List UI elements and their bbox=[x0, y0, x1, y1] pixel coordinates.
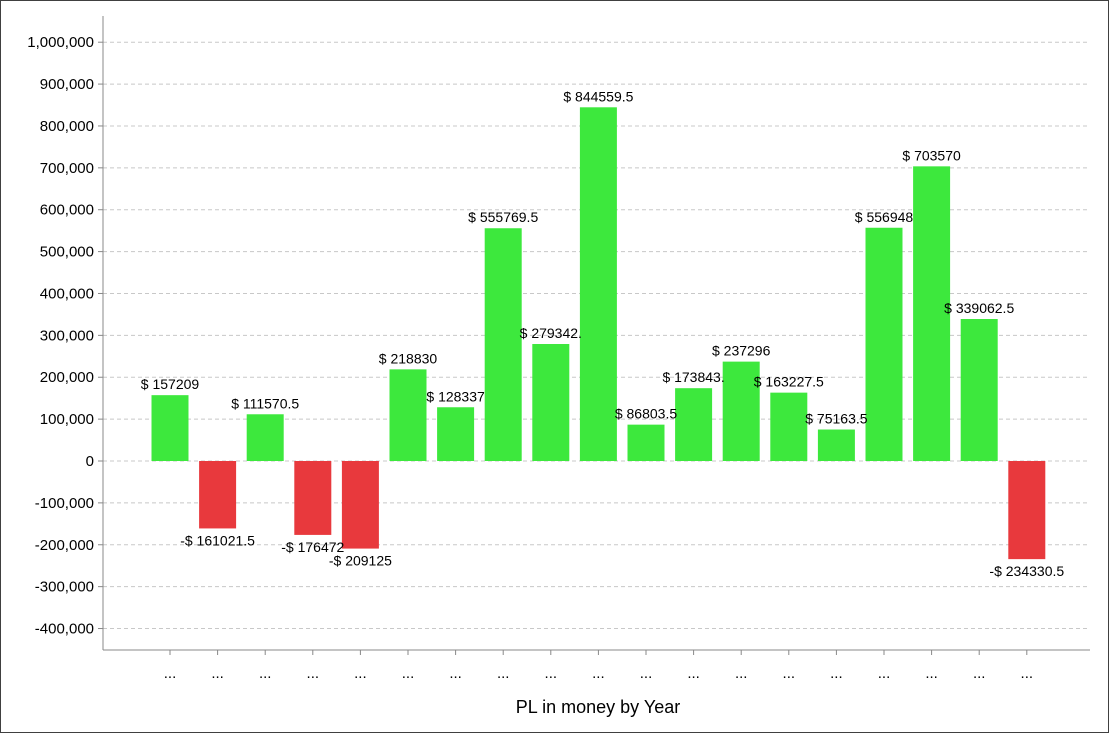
y-tick-label: 100,000 bbox=[40, 411, 94, 428]
x-tick-label: ... bbox=[973, 665, 986, 682]
bar-data-label: $ 555769.5 bbox=[468, 209, 538, 225]
bar[interactable] bbox=[484, 228, 522, 461]
y-tick-label: 300,000 bbox=[40, 327, 94, 344]
y-tick-label: -300,000 bbox=[35, 579, 94, 596]
bar-data-label: $ 128337 bbox=[426, 388, 485, 404]
bar[interactable] bbox=[579, 107, 617, 461]
x-axis-title: PL in money by Year bbox=[516, 697, 680, 717]
bars bbox=[151, 107, 1046, 560]
x-tick-label: ... bbox=[878, 665, 891, 682]
bar-data-label: $ 218830 bbox=[379, 350, 438, 366]
bar[interactable] bbox=[770, 392, 808, 461]
x-tick-label: ... bbox=[1021, 665, 1034, 682]
bar[interactable] bbox=[294, 461, 332, 535]
bar-data-label: $ 163227.5 bbox=[754, 374, 824, 390]
bar[interactable] bbox=[532, 344, 570, 461]
x-tick-label: ... bbox=[640, 665, 653, 682]
x-tick-label: ... bbox=[735, 665, 748, 682]
x-tick-label: ... bbox=[259, 665, 272, 682]
x-tick-label: ... bbox=[164, 665, 177, 682]
bar-data-label: $ 237296 bbox=[712, 343, 771, 359]
axes bbox=[102, 16, 1090, 651]
y-axis-tick-labels: -400,000 -300,000 -200,000 -100,000 0 100,000… bbox=[27, 34, 94, 637]
bar-data-label: $ 111570.5 bbox=[231, 395, 299, 411]
x-tick-label: ... bbox=[830, 665, 843, 682]
y-tick-label: -100,000 bbox=[35, 495, 94, 512]
y-tick-label: 600,000 bbox=[40, 202, 94, 219]
bar[interactable] bbox=[151, 395, 189, 461]
x-tick-label: ... bbox=[354, 665, 367, 682]
bar[interactable] bbox=[1008, 461, 1046, 560]
bar[interactable] bbox=[865, 227, 903, 461]
x-tick-label: ... bbox=[545, 665, 558, 682]
x-tick-label: ... bbox=[687, 665, 700, 682]
x-tick-label: ... bbox=[925, 665, 938, 682]
x-tick-label: ... bbox=[307, 665, 320, 682]
bar[interactable] bbox=[341, 461, 379, 549]
bar-data-label: $ 75163.5 bbox=[805, 411, 867, 427]
x-axis-tick-labels: ........................................… bbox=[164, 650, 1033, 682]
x-tick-label: ... bbox=[449, 665, 462, 682]
bar-data-label: $ 844559.5 bbox=[563, 88, 633, 104]
bar-data-label: $ 339062.5 bbox=[944, 300, 1014, 316]
y-tick-label: -400,000 bbox=[35, 621, 94, 638]
y-tick-label: -200,000 bbox=[35, 537, 94, 554]
bar-data-label: -$ 234330.5 bbox=[989, 563, 1064, 579]
bar-data-label: $ 86803.5 bbox=[615, 406, 677, 422]
y-tick-label: 200,000 bbox=[40, 369, 94, 386]
bar[interactable] bbox=[960, 319, 998, 461]
bar-data-label: $ 703570 bbox=[902, 147, 961, 163]
bar-data-label: $ 279342. bbox=[520, 325, 582, 341]
y-tick-label: 800,000 bbox=[40, 118, 94, 135]
bar[interactable] bbox=[199, 461, 237, 529]
bar-data-label: -$ 209125 bbox=[329, 553, 392, 569]
bar[interactable] bbox=[675, 388, 713, 461]
x-tick-label: ... bbox=[211, 665, 224, 682]
y-tick-label: 900,000 bbox=[40, 76, 94, 93]
x-tick-label: ... bbox=[592, 665, 605, 682]
x-tick-label: ... bbox=[402, 665, 415, 682]
bar[interactable] bbox=[722, 361, 760, 461]
bar[interactable] bbox=[913, 166, 951, 461]
bar[interactable] bbox=[389, 369, 427, 461]
bar-data-label: -$ 176472 bbox=[281, 539, 344, 555]
y-tick-label: 400,000 bbox=[40, 285, 94, 302]
bar[interactable] bbox=[627, 424, 665, 461]
bar-data-label: -$ 161021.5 bbox=[180, 532, 255, 548]
x-tick-label: ... bbox=[497, 665, 510, 682]
bar-data-label: $ 157209 bbox=[141, 376, 200, 392]
y-tick-label: 700,000 bbox=[40, 160, 94, 177]
y-tick-label: 500,000 bbox=[40, 244, 94, 261]
x-tick-label: ... bbox=[783, 665, 796, 682]
bar-data-label: $ 556948 bbox=[855, 209, 914, 225]
bar-data-labels: $ 157209-$ 161021.5$ 111570.5-$ 176472-$… bbox=[141, 88, 1065, 579]
bar[interactable] bbox=[246, 414, 284, 461]
bar[interactable] bbox=[437, 407, 475, 461]
bar-data-label: $ 173843. bbox=[662, 369, 724, 385]
bar[interactable] bbox=[817, 429, 855, 461]
y-tick-label: 1,000,000 bbox=[27, 34, 94, 51]
y-tick-label: 0 bbox=[86, 453, 94, 470]
